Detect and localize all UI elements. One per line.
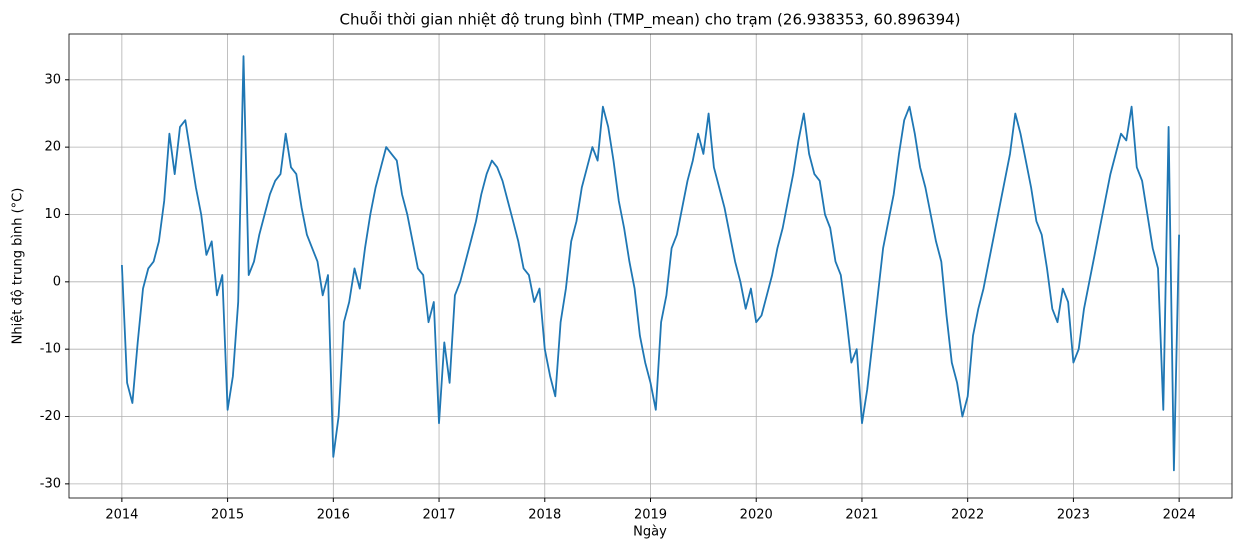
x-tick-label: 2017 — [422, 508, 455, 523]
y-tick-label: -10 — [40, 342, 61, 357]
x-tick-label: 2023 — [1057, 508, 1090, 523]
data-line — [121, 55, 1180, 472]
y-tick-label: -20 — [40, 409, 61, 424]
y-tick-label: 20 — [44, 140, 61, 155]
x-tick-label: 2022 — [951, 508, 984, 523]
x-tick-label: 2021 — [845, 508, 878, 523]
y-tick-label: -30 — [40, 476, 61, 491]
x-tick-label: 2016 — [317, 508, 350, 523]
y-axis-label: Nhiệt độ trung bình (°C) — [11, 188, 26, 345]
y-tick-label: 10 — [44, 207, 61, 222]
x-tick-label: 2024 — [1163, 508, 1196, 523]
x-tick-label: 2020 — [740, 508, 773, 523]
y-tick-label: 0 — [53, 274, 61, 289]
chart-title: Chuỗi thời gian nhiệt độ trung bình (TMP… — [339, 11, 960, 30]
plot-frame — [68, 33, 1233, 499]
x-axis-label: Ngày — [633, 525, 667, 540]
y-tick-label: 30 — [44, 72, 61, 87]
x-tick-label: 2019 — [634, 508, 667, 523]
x-tick-label: 2014 — [105, 508, 138, 523]
x-tick-label: 2018 — [528, 508, 561, 523]
x-tick-label: 2015 — [211, 508, 244, 523]
